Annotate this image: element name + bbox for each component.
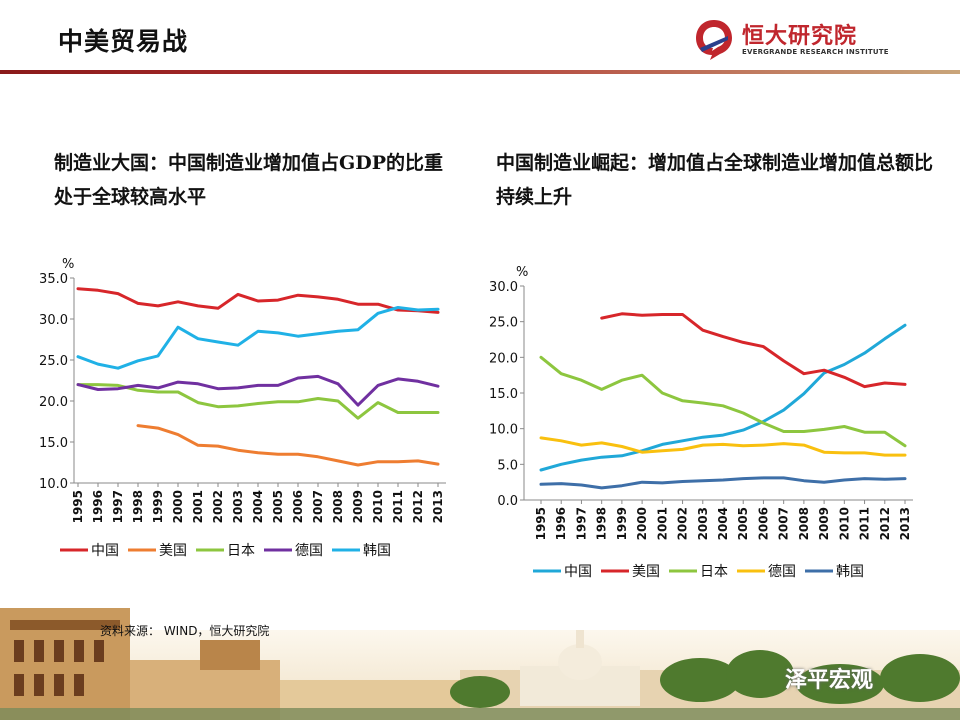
chart1-x-tick-label: 2009 xyxy=(817,507,831,540)
page-title: 中美贸易战 xyxy=(58,27,189,56)
chart1-legend-label-4: 韩国 xyxy=(836,564,864,580)
watermark: 泽平宏观 xyxy=(785,668,874,693)
chart1-x-tick-label: 2005 xyxy=(736,507,750,540)
chart0-x-tick-label: 2013 xyxy=(431,490,445,523)
chart0-series-line-2 xyxy=(76,383,440,420)
chart0-series-line-4 xyxy=(76,306,440,370)
chart1-x-tick-label: 2008 xyxy=(797,507,811,540)
chart1-series-line-0 xyxy=(539,323,907,472)
chart1-x-tick-label: 2011 xyxy=(858,507,872,540)
chart1-series-line-1 xyxy=(600,312,907,389)
evergrande-logo-icon xyxy=(696,20,732,60)
chart1-x-tick-label: 1998 xyxy=(595,507,609,540)
chart0-legend-label-1: 美国 xyxy=(159,543,187,559)
chart1-y-tick-label: 15.0 xyxy=(489,387,518,402)
chart0-series-line-3 xyxy=(76,374,440,407)
chart0-series-line-1 xyxy=(136,424,440,467)
chart1-y-tick-label: 20.0 xyxy=(489,351,518,366)
chart0-x-tick-label: 2012 xyxy=(411,490,425,523)
chart1-x-tick-label: 1997 xyxy=(574,507,588,540)
charts-canvas: % 10.0 15.0 20.0 25.0 30.0 35.0 1995 1996 1997 199… xyxy=(39,257,913,580)
chart1-x-tick-label: 2013 xyxy=(898,507,912,540)
chart1-series-line-2 xyxy=(539,355,907,448)
chart1-x-tick-label: 2007 xyxy=(777,507,791,540)
chart0-x-tick-label: 1998 xyxy=(131,490,145,523)
chart0-unit-label: % xyxy=(62,257,74,272)
chart0-x-tick-label: 1999 xyxy=(151,490,165,523)
chart1-y-tick-label: 10.0 xyxy=(489,423,518,438)
chart0-y-tick-label: 15.0 xyxy=(39,436,68,451)
chart1-legend-label-0: 中国 xyxy=(564,564,592,580)
chart0-series-line-0 xyxy=(76,287,440,314)
chart1-x-tick-label: 1995 xyxy=(534,507,548,540)
chart1-legend-label-1: 美国 xyxy=(632,564,660,580)
chart0-legend-label-2: 日本 xyxy=(227,543,255,559)
chart0-y-tick-label: 30.0 xyxy=(39,313,68,328)
chart0-legend-label-4: 韩国 xyxy=(363,543,391,559)
chart1-y-tick-label: 25.0 xyxy=(489,316,518,331)
chart0-x-tick-label: 1996 xyxy=(91,490,105,523)
chart0-x-tick-label: 2001 xyxy=(191,490,205,523)
source-note: 资料来源： WIND，恒大研究院 xyxy=(100,624,270,638)
footer-scenery-icon xyxy=(0,608,960,720)
chart0-x-tick-label: 2004 xyxy=(251,490,265,523)
chart0-y-tick-label: 25.0 xyxy=(39,354,68,369)
logo-subtitle: EVERGRANDE RESEARCH INSTITUTE xyxy=(742,48,889,56)
chart0-y-tick-label: 35.0 xyxy=(39,272,68,287)
chart0-y-tick-label: 10.0 xyxy=(39,477,68,492)
chart1-x-tick-label: 2010 xyxy=(837,507,851,540)
chart1-x-tick-label: 1999 xyxy=(615,507,629,540)
chart0-legend-label-0: 中国 xyxy=(91,543,119,559)
chart0-x-tick-label: 2006 xyxy=(291,490,305,523)
chart1-series-line-3 xyxy=(539,436,907,457)
chart1-series-line-4 xyxy=(539,476,907,490)
logo: 恒大研究院 EVERGRANDE RESEARCH INSTITUTE xyxy=(690,14,890,64)
chart1-x-tick-label: 2002 xyxy=(676,507,690,540)
chart0-x-tick-label: 2000 xyxy=(171,490,185,523)
chart1-x-tick-label: 2000 xyxy=(635,507,649,540)
chart0-x-tick-label: 2010 xyxy=(371,490,385,523)
header-divider xyxy=(0,70,960,74)
chart0-x-tick-label: 2005 xyxy=(271,490,285,523)
chart0-x-tick-label: 2003 xyxy=(231,490,245,523)
chart0-x-tick-label: 1995 xyxy=(71,490,85,523)
chart1-y-tick-label: 5.0 xyxy=(497,458,518,473)
chart1-legend-label-3: 德国 xyxy=(768,564,796,580)
chart1-legend-label-2: 日本 xyxy=(700,564,728,580)
right-chart-heading: 中国制造业崛起：增加值占全球制造业增加值总额比持续上升 xyxy=(496,152,934,208)
chart0-x-tick-label: 2008 xyxy=(331,490,345,523)
chart0-x-tick-label: 2007 xyxy=(311,490,325,523)
chart1-unit-label: % xyxy=(516,265,528,280)
chart1-x-tick-label: 1996 xyxy=(554,507,568,540)
chart1-x-tick-label: 2006 xyxy=(756,507,770,540)
chart0-y-tick-label: 20.0 xyxy=(39,395,68,410)
chart1-x-tick-label: 2003 xyxy=(696,507,710,540)
chart0-x-tick-label: 1997 xyxy=(111,490,125,523)
chart1-x-tick-label: 2001 xyxy=(655,507,669,540)
chart1-x-tick-label: 2004 xyxy=(716,507,730,540)
chart0-x-tick-label: 2009 xyxy=(351,490,365,523)
left-chart-heading: 制造业大国：中国制造业增加值占GDP的比重处于全球较高水平 xyxy=(54,152,443,208)
chart1-y-tick-label: 0.0 xyxy=(497,494,518,509)
chart0-legend-label-3: 德国 xyxy=(295,543,323,559)
chart1-y-tick-label: 30.0 xyxy=(489,280,518,295)
chart1-x-tick-label: 2012 xyxy=(878,507,892,540)
chart0-x-tick-label: 2011 xyxy=(391,490,405,523)
chart0-x-tick-label: 2002 xyxy=(211,490,225,523)
logo-name: 恒大研究院 xyxy=(742,24,858,49)
footer-banner xyxy=(0,600,960,720)
